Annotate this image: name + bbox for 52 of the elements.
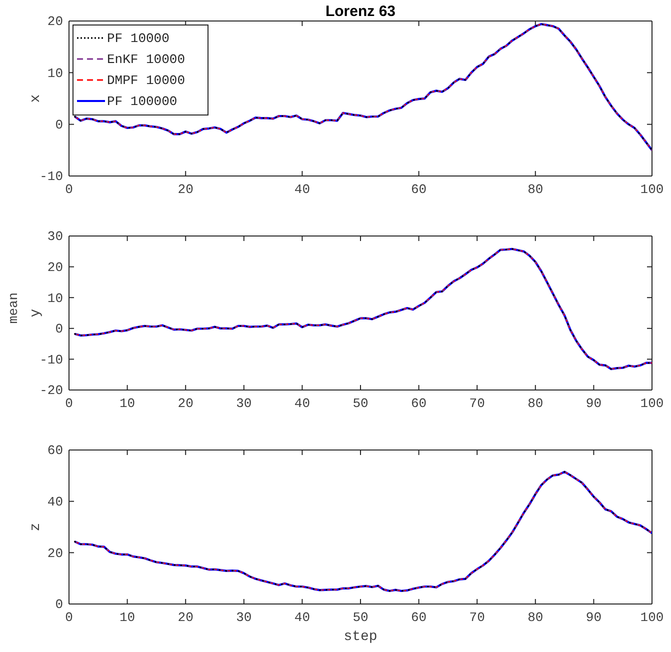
y-tick-label: 0 <box>55 117 63 132</box>
x-tick-label: 20 <box>178 182 194 198</box>
x-tick-label: 70 <box>469 396 485 412</box>
x-tick-label: 70 <box>469 610 485 626</box>
legend-label: PF 10000 <box>107 31 170 46</box>
x-tick-label: 60 <box>410 182 427 198</box>
x-tick-label: 50 <box>352 396 368 412</box>
x-tick-label: 90 <box>586 610 602 626</box>
chart-title: Lorenz 63 <box>325 3 396 20</box>
x-tick-label: 100 <box>640 610 664 626</box>
x-tick-label: 20 <box>178 610 194 626</box>
y-tick-label: -10 <box>40 169 63 184</box>
x-tick-label: 50 <box>352 610 368 626</box>
x-tick-label: 20 <box>178 396 194 412</box>
legend-label: DMPF 10000 <box>107 73 186 88</box>
y-tick-label: -10 <box>40 352 63 368</box>
y-tick-label: 40 <box>47 494 63 510</box>
x-tick-label: 0 <box>65 396 73 412</box>
y-tick-label: 0 <box>55 597 63 612</box>
legend-label: EnKF 10000 <box>107 52 186 67</box>
x-tick-label: 100 <box>640 182 664 198</box>
x-tick-label: 40 <box>294 182 310 198</box>
y-tick-label: 10 <box>47 66 63 81</box>
x-tick-label: 10 <box>119 396 136 412</box>
x-tick-label: 40 <box>294 396 310 412</box>
y-axis-title: y <box>28 308 44 318</box>
x-tick-label: 90 <box>586 396 602 412</box>
x-tick-label: 60 <box>410 610 427 626</box>
y-tick-label: 20 <box>47 14 63 30</box>
x-tick-label: 80 <box>528 182 544 198</box>
x-tick-label: 10 <box>119 610 136 626</box>
y-tick-label: 20 <box>47 260 63 275</box>
y-axis-title: x <box>28 94 44 103</box>
x-tick-label: 100 <box>640 396 664 412</box>
y-tick-label: 60 <box>47 443 63 458</box>
x-tick-label: 0 <box>65 610 73 626</box>
x-axis-title: step <box>344 629 378 645</box>
x-tick-label: 0 <box>65 182 73 198</box>
x-tick-label: 60 <box>410 396 427 412</box>
x-tick-label: 40 <box>294 610 310 626</box>
text: mean <box>6 292 21 324</box>
x-tick-label: 30 <box>236 610 252 626</box>
x-tick-label: 30 <box>236 396 252 412</box>
y-tick-label: 30 <box>47 229 63 244</box>
legend-label: PF 100000 <box>107 94 178 109</box>
x-tick-label: 80 <box>528 610 544 626</box>
y-axis-title: z <box>28 522 44 532</box>
y-tick-label: 10 <box>47 290 63 306</box>
y-tick-label: -20 <box>40 383 63 398</box>
y-tick-label: 0 <box>55 322 63 337</box>
x-tick-label: 80 <box>528 396 544 412</box>
y-tick-label: 20 <box>47 546 63 561</box>
